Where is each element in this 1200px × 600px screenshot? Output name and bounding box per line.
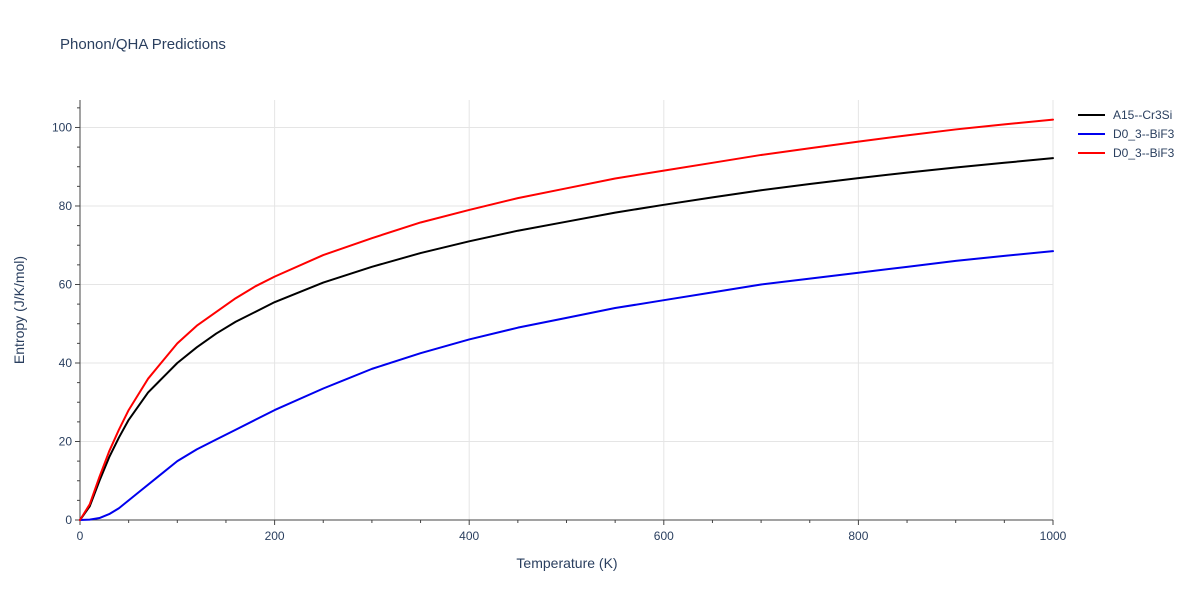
ticks-layer: 0 200 400 600 800 1000 0 20 40 60 80 100 xyxy=(52,120,1067,543)
plot-area: 0 200 400 600 800 1000 0 20 40 60 80 100 xyxy=(52,100,1067,543)
y-tick-label: 60 xyxy=(59,277,73,291)
series-line-1 xyxy=(79,250,1054,521)
y-tick-label: 0 xyxy=(65,513,72,527)
y-tick-label: 80 xyxy=(59,199,73,213)
x-axis-title: Temperature (K) xyxy=(516,555,617,571)
x-tick-label: 1000 xyxy=(1040,529,1067,543)
legend-label-1: D0_3--BiF3 xyxy=(1113,127,1175,141)
legend-label-0: A15--Cr3Si xyxy=(1113,108,1172,122)
legend-label-2: D0_3--BiF3 xyxy=(1113,146,1175,160)
x-tick-label: 600 xyxy=(654,529,674,543)
axes-layer xyxy=(75,100,1054,525)
series-line-2 xyxy=(79,118,1054,521)
y-tick-label: 100 xyxy=(52,120,72,134)
legend: A15--Cr3Si D0_3--BiF3 D0_3--BiF3 xyxy=(1078,108,1175,160)
chart-title: Phonon/QHA Predictions xyxy=(60,36,226,53)
y-tick-label: 40 xyxy=(59,356,73,370)
series-line-0 xyxy=(79,157,1054,521)
x-tick-label: 800 xyxy=(848,529,868,543)
x-tick-label: 0 xyxy=(77,529,84,543)
series-layer xyxy=(79,118,1054,521)
y-axis-title: Entropy (J/K/mol) xyxy=(11,256,27,364)
x-tick-label: 200 xyxy=(265,529,285,543)
x-tick-label: 400 xyxy=(459,529,479,543)
y-tick-label: 20 xyxy=(59,434,73,448)
